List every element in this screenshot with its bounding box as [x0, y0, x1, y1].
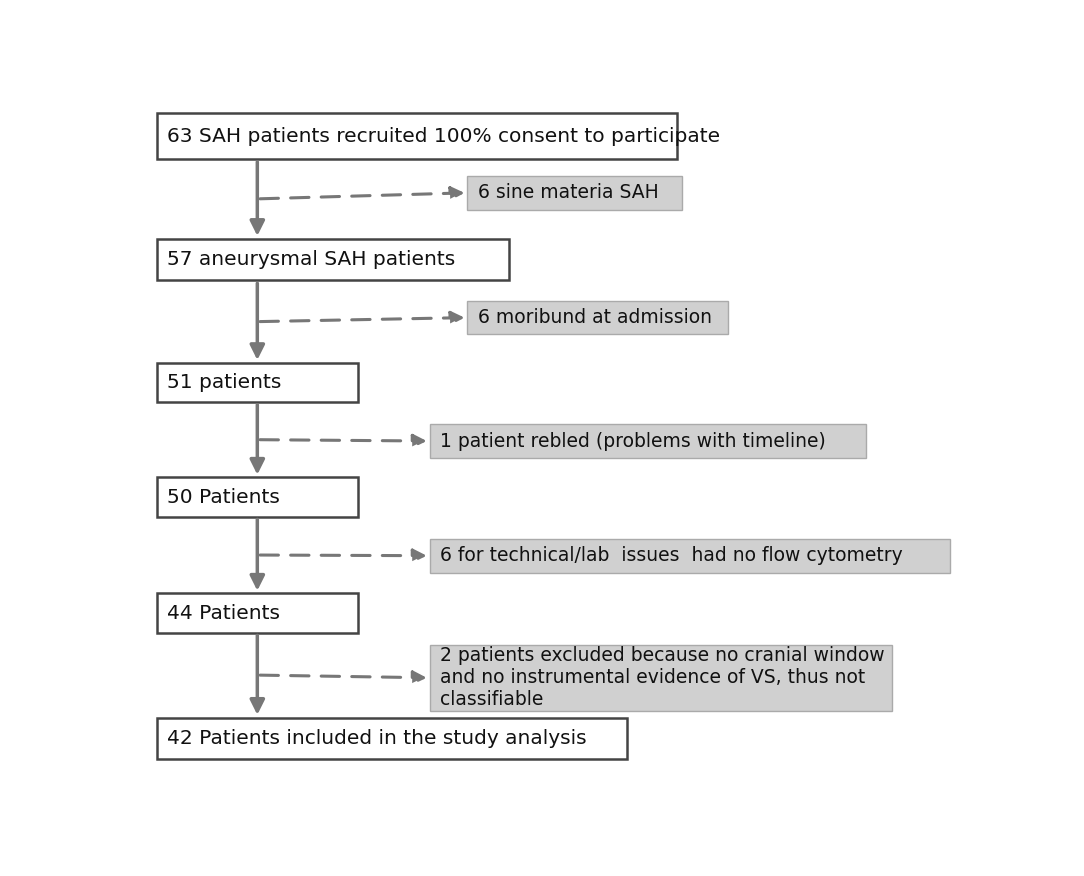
Text: 2 patients excluded because no cranial window
and no instrumental evidence of VS: 2 patients excluded because no cranial w… — [440, 646, 885, 710]
Text: 57 aneurysmal SAH patients: 57 aneurysmal SAH patients — [167, 250, 455, 269]
Text: 6 moribund at admission: 6 moribund at admission — [478, 308, 712, 327]
FancyBboxPatch shape — [156, 717, 627, 759]
FancyBboxPatch shape — [156, 113, 678, 159]
Text: 42 Patients included in the study analysis: 42 Patients included in the study analys… — [167, 729, 588, 748]
Text: 50 Patients: 50 Patients — [167, 488, 281, 506]
FancyBboxPatch shape — [467, 176, 682, 209]
FancyBboxPatch shape — [156, 238, 509, 280]
Text: 6 sine materia SAH: 6 sine materia SAH — [478, 183, 659, 202]
Text: 6 for technical/lab  issues  had no flow cytometry: 6 for technical/lab issues had no flow c… — [440, 547, 903, 565]
Text: 51 patients: 51 patients — [167, 373, 282, 392]
FancyBboxPatch shape — [429, 539, 951, 573]
Text: 44 Patients: 44 Patients — [167, 604, 281, 623]
FancyBboxPatch shape — [156, 477, 358, 517]
FancyBboxPatch shape — [467, 300, 727, 335]
FancyBboxPatch shape — [156, 593, 358, 632]
Text: 63 SAH patients recruited 100% consent to participate: 63 SAH patients recruited 100% consent t… — [167, 127, 721, 145]
FancyBboxPatch shape — [156, 363, 358, 402]
FancyBboxPatch shape — [429, 645, 891, 710]
Text: 1 patient rebled (problems with timeline): 1 patient rebled (problems with timeline… — [440, 432, 826, 450]
FancyBboxPatch shape — [429, 424, 866, 458]
